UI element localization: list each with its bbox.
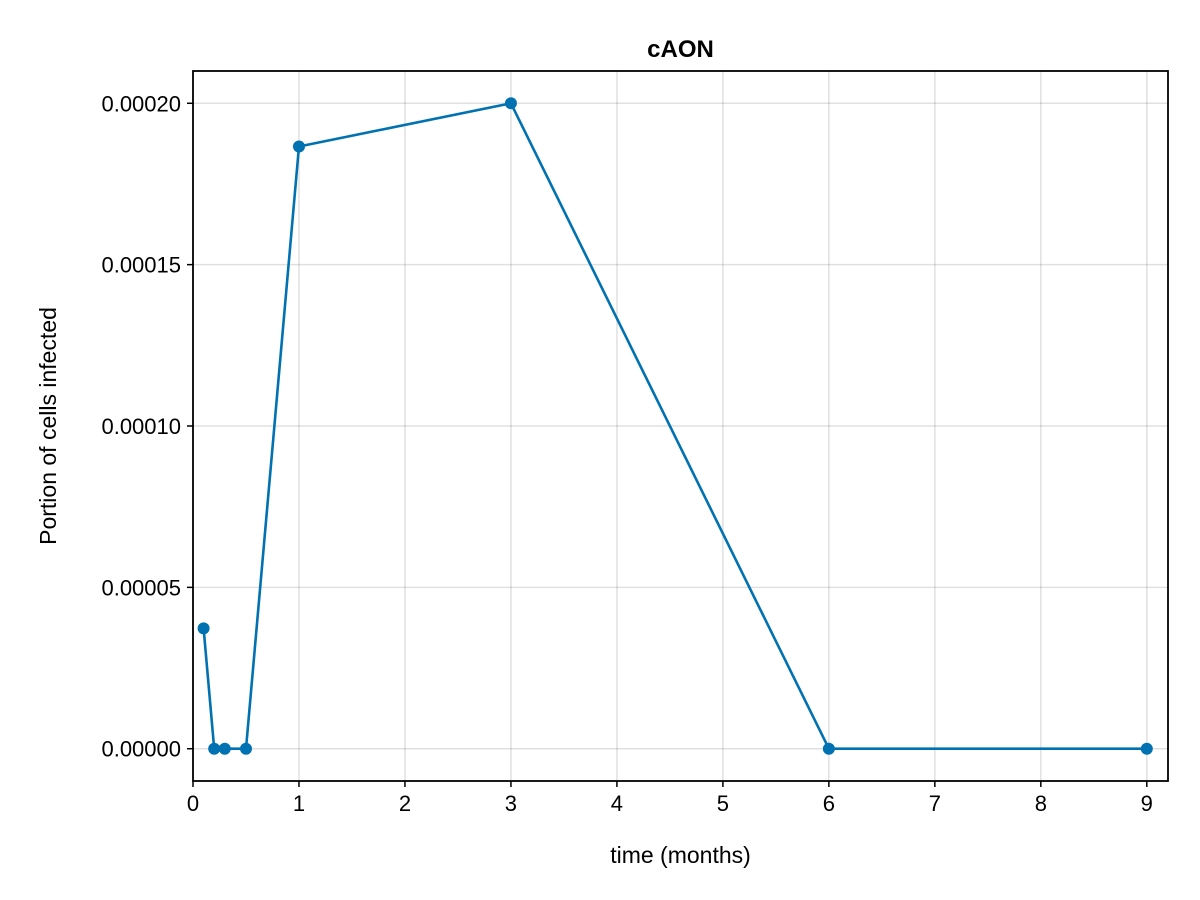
- series-layer: [197, 97, 1153, 755]
- y-tick-label: 0.00015: [101, 253, 181, 278]
- x-tick-label: 1: [293, 791, 305, 816]
- grid: [192, 71, 1168, 781]
- data-point: [1140, 742, 1153, 755]
- data-point: [208, 742, 221, 755]
- y-tick-label: 0.00020: [101, 91, 181, 116]
- data-point: [218, 742, 231, 755]
- x-tick-label: 0: [187, 791, 199, 816]
- y-axis-ticks: 0.00000 0.00005 0.00010 0.00015 0.00020: [101, 91, 193, 762]
- chart-title: cAON: [647, 36, 714, 63]
- x-axis-ticks: 0 1 2 3 4 5 6 7 8 9: [187, 781, 1153, 816]
- x-tick-label: 9: [1141, 791, 1153, 816]
- y-tick-label: 0.00000: [101, 737, 181, 762]
- x-tick-label: 8: [1035, 791, 1047, 816]
- x-axis-title: time (months): [610, 842, 751, 868]
- x-tick-label: 3: [505, 791, 517, 816]
- x-tick-label: 7: [929, 791, 941, 816]
- data-point: [292, 140, 305, 153]
- data-point: [239, 742, 252, 755]
- x-tick-label: 5: [717, 791, 729, 816]
- data-point: [504, 97, 517, 110]
- y-tick-label: 0.00010: [101, 414, 181, 439]
- x-tick-label: 6: [823, 791, 835, 816]
- y-tick-label: 0.00005: [101, 575, 181, 600]
- data-point: [822, 742, 835, 755]
- x-tick-label: 4: [611, 791, 623, 816]
- y-axis-title: Portion of cells infected: [35, 307, 61, 545]
- x-tick-label: 2: [399, 791, 411, 816]
- data-point: [197, 622, 210, 635]
